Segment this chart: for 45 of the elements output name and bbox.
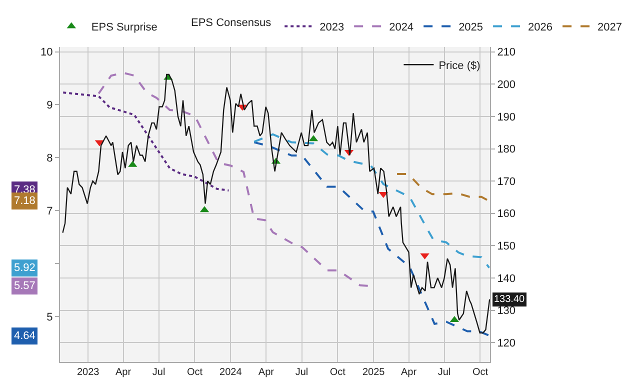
y2-tick-label: 170	[497, 176, 516, 188]
text: 5.57	[14, 280, 36, 292]
x-tick-label: Jul	[152, 367, 166, 378]
y-tick-label: 8	[46, 152, 53, 164]
y-tick-label: 7	[46, 205, 53, 218]
y2-tick-label: 160	[497, 208, 516, 220]
y2-tick-label: 180	[497, 144, 516, 156]
data-label: 133.40	[494, 294, 526, 305]
legend-label: 2025	[458, 21, 484, 34]
y2-tick-label: 210	[497, 46, 516, 59]
y2-tick-label: 190	[497, 111, 516, 124]
x-tick-label: Apr	[258, 367, 275, 378]
x-tick-label: Jul	[295, 367, 308, 378]
y-tick-label: 9	[46, 100, 53, 112]
x-tick-label: 2023	[76, 367, 100, 378]
x-tick-label: Oct	[186, 367, 203, 378]
x-tick-label: 2025	[362, 367, 386, 378]
x-tick-label: 2024	[220, 367, 242, 378]
line-series	[396, 173, 490, 202]
y-tick-label: 10	[40, 46, 53, 59]
legend-label: Price ($)	[438, 60, 480, 72]
x-tick-label: Oct	[472, 367, 488, 378]
y2-tick-label: 140	[497, 272, 516, 285]
line-series	[62, 74, 490, 334]
line-series	[62, 92, 230, 192]
text: 5.92	[14, 262, 36, 274]
legend-label: 2023	[320, 21, 344, 34]
line-series	[253, 141, 490, 337]
y2-tick-label: 130	[497, 305, 516, 318]
y-tick-label: 5	[46, 311, 53, 324]
legend-label: 2024	[389, 21, 414, 34]
x-tick-label: Apr	[400, 367, 418, 378]
y2-tick-label: 120	[497, 337, 516, 350]
legend-label: EPS Surprise	[91, 21, 158, 34]
x-tick-label: Apr	[115, 367, 132, 378]
text: 7.18	[14, 195, 36, 207]
text: 4.64	[14, 330, 36, 342]
legend-label: 2026	[528, 21, 553, 34]
x-tick-label: Oct	[330, 367, 346, 378]
x-tick-label: Jul	[438, 367, 451, 378]
legend-label: 2027	[598, 21, 622, 34]
y2-tick-label: 200	[497, 79, 516, 91]
legend-title: EPS Consensus	[191, 17, 272, 29]
line-series	[253, 133, 490, 269]
y2-tick-label: 150	[497, 240, 516, 253]
